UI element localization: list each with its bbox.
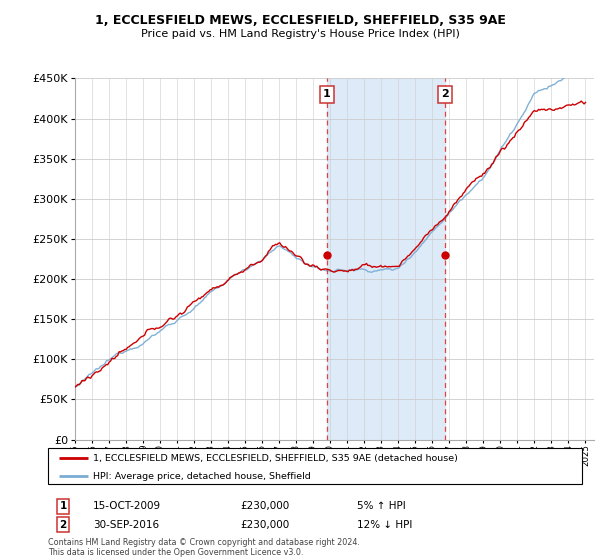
- Text: 12% ↓ HPI: 12% ↓ HPI: [357, 520, 412, 530]
- Bar: [326, 78, 445, 440]
- Text: 5% ↑ HPI: 5% ↑ HPI: [357, 501, 406, 511]
- Text: 1, ECCLESFIELD MEWS, ECCLESFIELD, SHEFFIELD, S35 9AE: 1, ECCLESFIELD MEWS, ECCLESFIELD, SHEFFI…: [95, 14, 505, 27]
- FancyBboxPatch shape: [48, 448, 582, 484]
- Text: 2: 2: [441, 90, 449, 100]
- Text: 1: 1: [59, 501, 67, 511]
- Text: HPI: Average price, detached house, Sheffield: HPI: Average price, detached house, Shef…: [94, 472, 311, 481]
- Text: 30-SEP-2016: 30-SEP-2016: [93, 520, 159, 530]
- Text: 1: 1: [323, 90, 331, 100]
- Text: 1, ECCLESFIELD MEWS, ECCLESFIELD, SHEFFIELD, S35 9AE (detached house): 1, ECCLESFIELD MEWS, ECCLESFIELD, SHEFFI…: [94, 454, 458, 463]
- Text: Price paid vs. HM Land Registry's House Price Index (HPI): Price paid vs. HM Land Registry's House …: [140, 29, 460, 39]
- Text: £230,000: £230,000: [240, 501, 289, 511]
- Text: Contains HM Land Registry data © Crown copyright and database right 2024.
This d: Contains HM Land Registry data © Crown c…: [48, 538, 360, 557]
- Text: 15-OCT-2009: 15-OCT-2009: [93, 501, 161, 511]
- Text: 2: 2: [59, 520, 67, 530]
- Text: £230,000: £230,000: [240, 520, 289, 530]
